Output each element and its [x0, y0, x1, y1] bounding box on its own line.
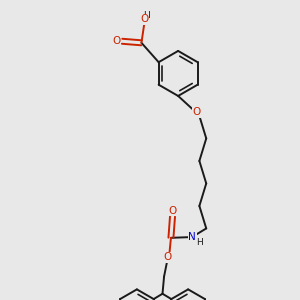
Text: O: O	[112, 36, 121, 46]
Text: H: H	[143, 11, 149, 20]
Text: O: O	[192, 107, 200, 117]
Text: N: N	[188, 232, 196, 242]
Text: H: H	[196, 238, 203, 247]
Text: O: O	[164, 252, 172, 262]
Text: O: O	[168, 206, 177, 216]
Text: O: O	[140, 14, 149, 24]
